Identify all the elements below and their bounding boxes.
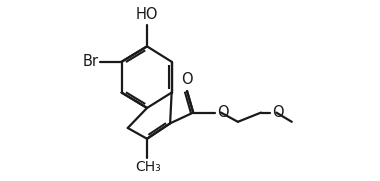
Text: HO: HO (136, 7, 158, 22)
Text: O: O (181, 72, 193, 87)
Text: Br: Br (82, 54, 98, 69)
Text: O: O (272, 105, 284, 120)
Text: O: O (217, 105, 229, 120)
Text: CH₃: CH₃ (136, 160, 162, 174)
